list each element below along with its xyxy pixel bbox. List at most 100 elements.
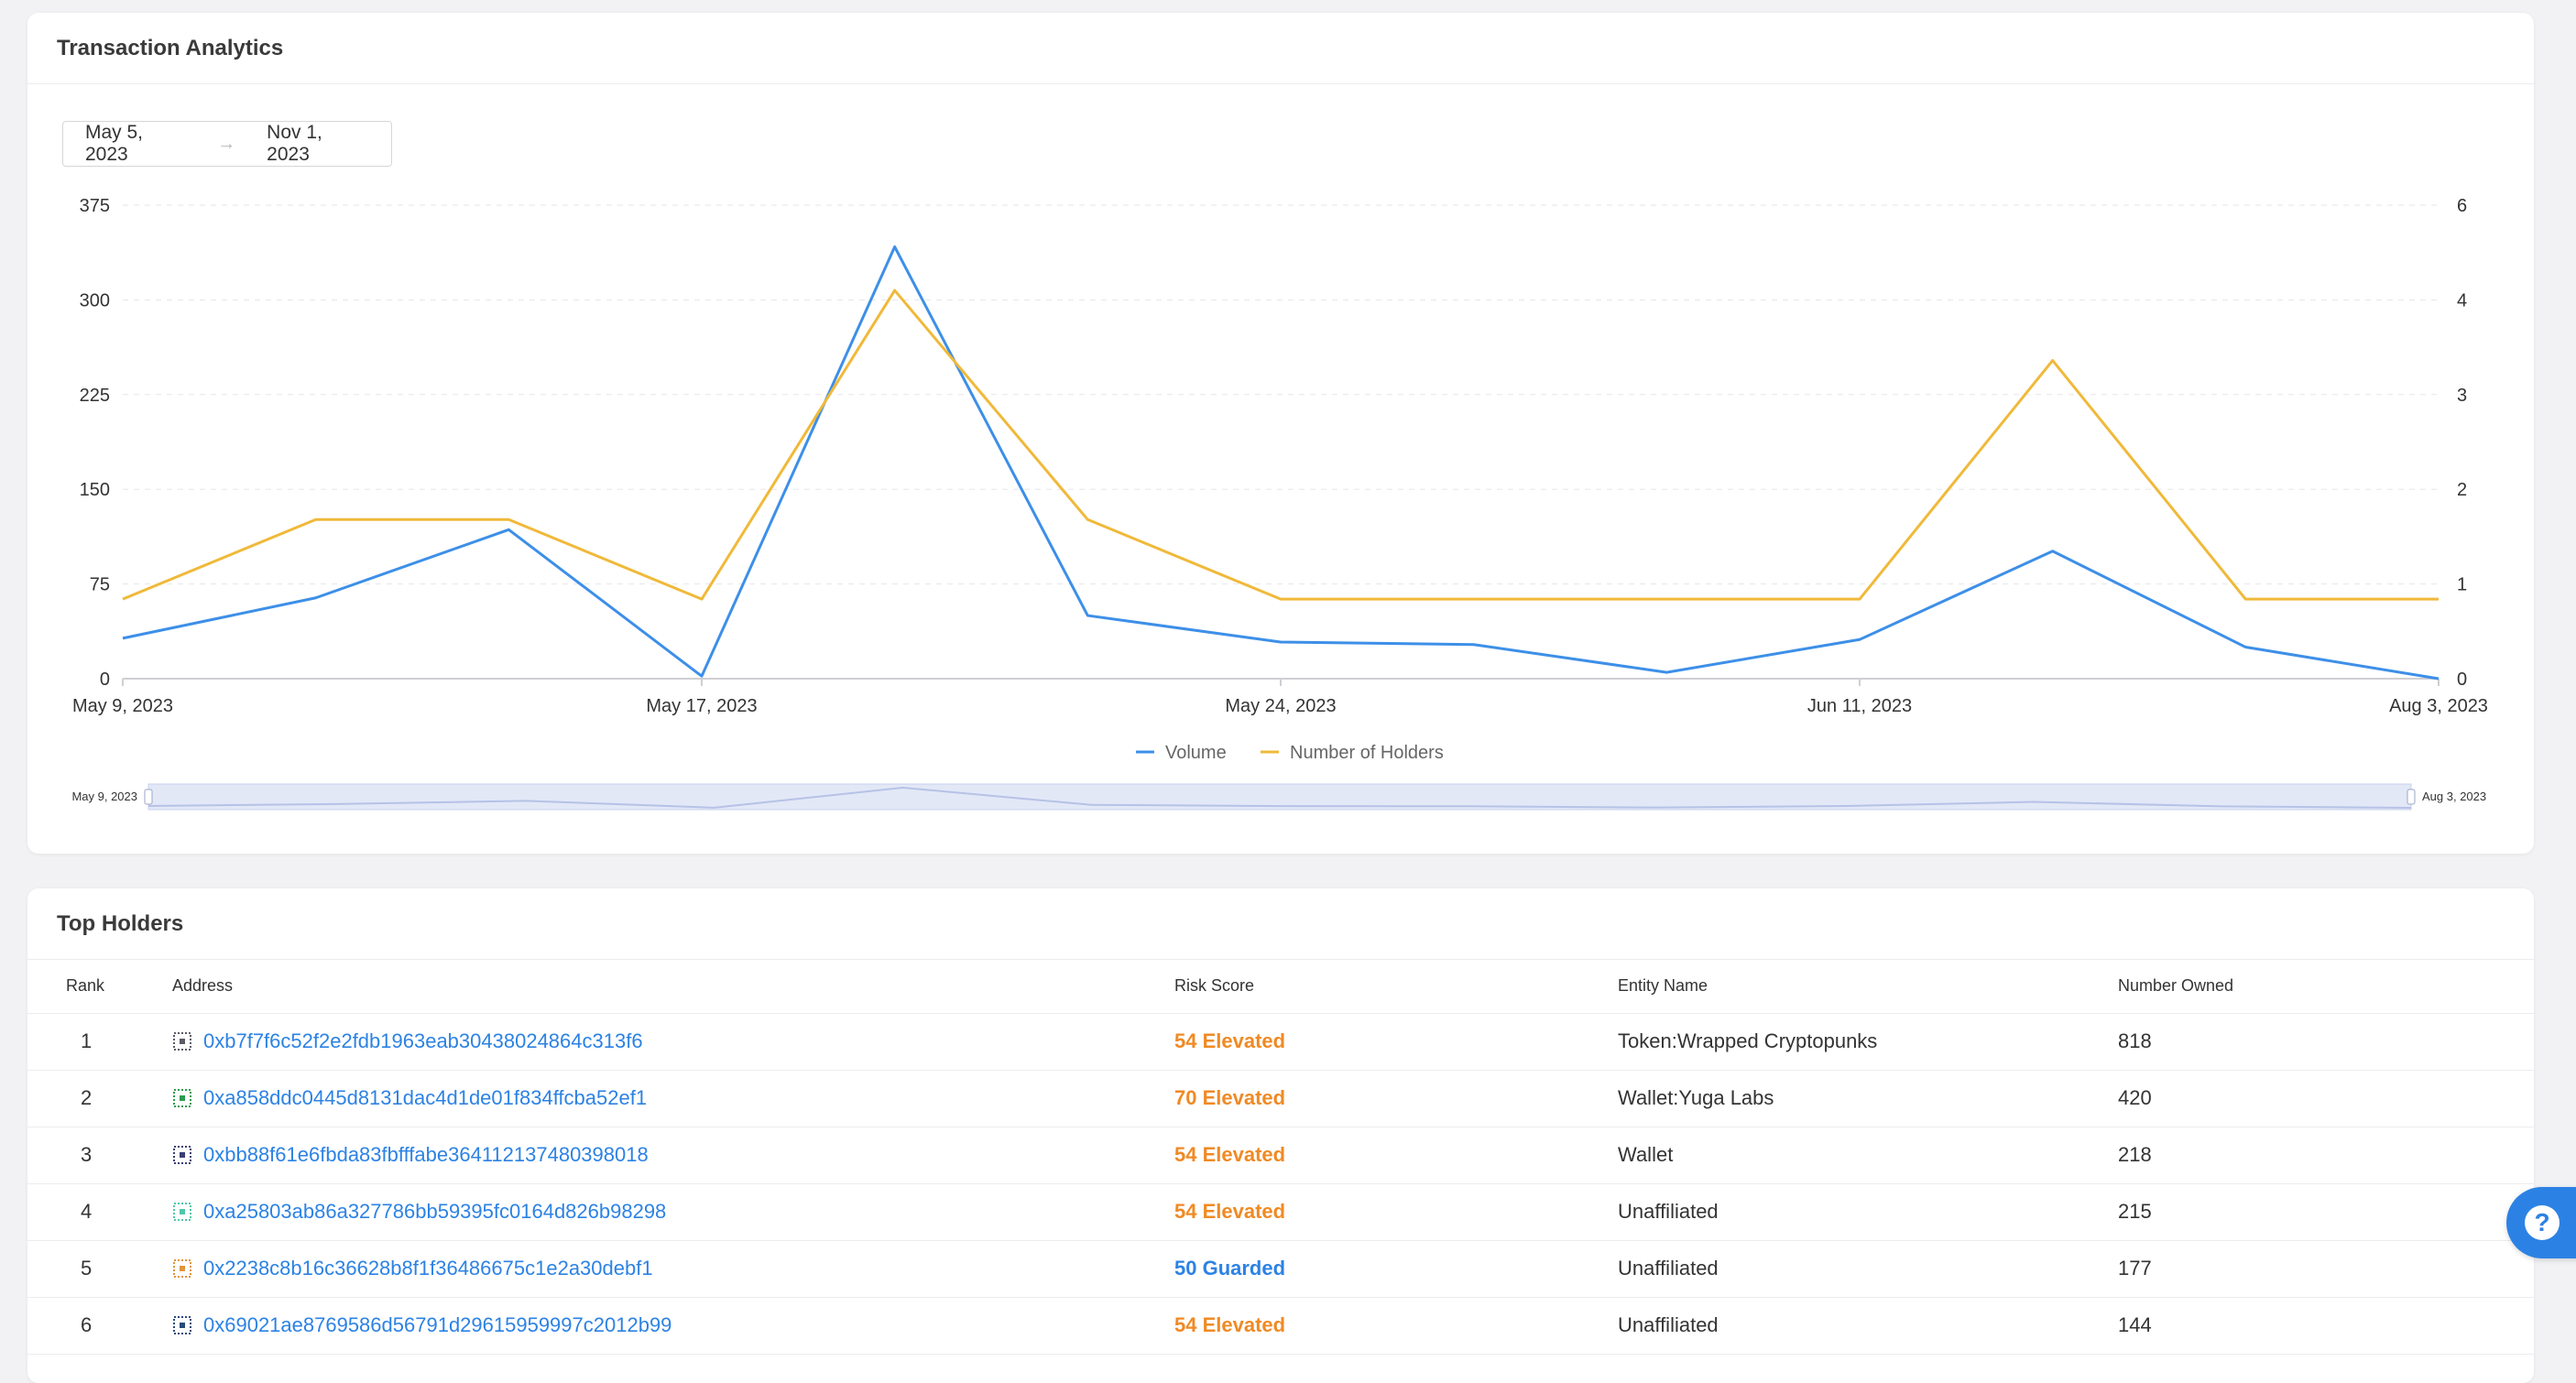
row-number-owned: 818 [2118, 1013, 2534, 1071]
row-rank: 3 [27, 1127, 172, 1184]
row-address-cell: 0x69021ae8769586d56791d29615959997c2012b… [172, 1297, 1174, 1355]
column-address: Address [172, 960, 1174, 1014]
risk-score-badge: 50 Guarded [1174, 1257, 1286, 1280]
row-entity-name: Unaffiliated [1618, 1240, 2118, 1298]
holders-title: Top Holders [57, 910, 184, 936]
zoom-slider-start-label: May 9, 2023 [71, 790, 137, 803]
y-left-tick-label: 75 [90, 575, 110, 595]
y-left-tick-label: 0 [100, 670, 110, 690]
date-range-end[interactable]: Nov 1, 2023 [267, 122, 322, 165]
y-left-tick-label: 300 [80, 290, 110, 310]
row-rank: 6 [27, 1297, 172, 1355]
row-risk-score: 50 Guarded [1174, 1240, 1618, 1298]
column-risk-score-label: Risk Score [1174, 976, 1255, 996]
risk-score-badge: 70 Elevated [1174, 1086, 1286, 1109]
holders-table: Rank Address Risk Score Entity Name Numb… [27, 960, 2534, 1355]
table-row[interactable]: 6 0x69021ae8769586d56791d29615959997c2012… [27, 1297, 2534, 1355]
row-number-owned: 218 [2118, 1127, 2534, 1184]
table-row[interactable]: 2 0xa858ddc0445d8131dac4d1de01f834ffcba52… [27, 1070, 2534, 1127]
analytics-title: Transaction Analytics [57, 35, 284, 60]
row-address-cell: 0xa858ddc0445d8131dac4d1de01f834ffcba52e… [172, 1070, 1174, 1127]
row-address-link[interactable]: 0x69021ae8769586d56791d29615959997c2012b… [203, 1313, 672, 1336]
row-rank: 4 [27, 1183, 172, 1241]
help-button[interactable]: ? [2506, 1187, 2576, 1258]
row-risk-score: 54 Elevated [1174, 1127, 1618, 1184]
x-tick-label: May 17, 2023 [646, 696, 757, 716]
y-right-tick-label: 4 [2457, 290, 2467, 310]
identicon-frame-icon [173, 1259, 191, 1278]
risk-score-badge: 54 Elevated [1174, 1200, 1286, 1223]
row-address-link[interactable]: 0x2238c8b16c36628b8f1f36486675c1e2a30deb… [203, 1257, 653, 1280]
zoom-slider-start-handle[interactable] [144, 789, 153, 805]
row-entity-name: Unaffiliated [1618, 1297, 2118, 1355]
table-row[interactable]: 5 0x2238c8b16c36628b8f1f36486675c1e2a30de… [27, 1240, 2534, 1298]
date-range-picker[interactable]: May 5, 2023 → Nov 1, 2023 [62, 121, 392, 167]
row-entity-name: Token:Wrapped Cryptopunks [1618, 1013, 2118, 1071]
help-question-icon: ? [2525, 1205, 2560, 1240]
row-entity-name: Unaffiliated [1618, 1183, 2118, 1241]
table-row[interactable]: 4 0xa25803ab86a327786bb59395fc0164d826b98… [27, 1183, 2534, 1241]
y-left-tick-label: 150 [80, 480, 110, 500]
row-number-owned: 144 [2118, 1297, 2534, 1355]
column-number-owned[interactable]: Number Owned [2118, 960, 2534, 1014]
zoom-slider-preview [147, 786, 2412, 809]
y-left-tick-label: 225 [80, 386, 110, 406]
row-risk-score: 70 Elevated [1174, 1070, 1618, 1127]
row-address-cell: 0xa25803ab86a327786bb59395fc0164d826b982… [172, 1183, 1174, 1241]
row-address-cell: 0xb7f7f6c52f2e2fdb1963eab30438024864c313… [172, 1013, 1174, 1071]
column-number-owned-label: Number Owned [2118, 976, 2234, 996]
y-right-tick-label: 1 [2457, 575, 2467, 595]
row-rank: 2 [27, 1070, 172, 1127]
row-number-owned: 215 [2118, 1183, 2534, 1241]
date-range-start[interactable]: May 5, 2023 [85, 122, 144, 165]
row-number-owned: 177 [2118, 1240, 2534, 1298]
row-address-link[interactable]: 0xbb88f61e6fbda83fbfffabe364112137480398… [203, 1143, 649, 1166]
y-right-tick-label: 3 [2457, 386, 2467, 406]
transaction-analytics-card: Transaction Analytics May 5, 2023 → Nov … [27, 13, 2534, 854]
row-risk-score: 54 Elevated [1174, 1013, 1618, 1071]
x-tick-label: May 24, 2023 [1225, 696, 1336, 716]
zoom-slider-end-label: Aug 3, 2023 [2422, 790, 2486, 803]
x-tick-label: May 9, 2023 [72, 696, 173, 716]
row-risk-score: 54 Elevated [1174, 1183, 1618, 1241]
row-address-link[interactable]: 0xa858ddc0445d8131dac4d1de01f834ffcba52e… [203, 1086, 648, 1109]
y-right-tick-label: 6 [2457, 196, 2467, 216]
identicon-target-icon [173, 1316, 191, 1334]
legend-item-label: Volume [1165, 743, 1227, 763]
risk-score-badge: 54 Elevated [1174, 1143, 1286, 1166]
identicon-dotted-square-icon [173, 1032, 191, 1051]
row-address-cell: 0xbb88f61e6fbda83fbfffabe364112137480398… [172, 1127, 1174, 1184]
identicon-cross-icon [173, 1146, 191, 1164]
row-risk-score: 54 Elevated [1174, 1297, 1618, 1355]
table-row[interactable]: 3 0xbb88f61e6fbda83fbfffabe36411213748039… [27, 1127, 2534, 1184]
date-range-arrow-icon: → [217, 133, 236, 154]
row-number-owned: 420 [2118, 1070, 2534, 1127]
series-line-number-of-holders [122, 289, 2439, 601]
column-rank: Rank [27, 960, 172, 1014]
column-entity-name: Entity Name [1618, 960, 2118, 1014]
row-rank: 1 [27, 1013, 172, 1071]
row-address-link[interactable]: 0xa25803ab86a327786bb59395fc0164d826b982… [203, 1200, 667, 1223]
y-right-tick-label: 0 [2457, 670, 2467, 690]
top-holders-card: Top Holders Rank Address Risk Score Enti… [27, 888, 2534, 1383]
x-tick-label: Aug 3, 2023 [2389, 696, 2488, 716]
transaction-line-chart: 0 75 150 225 300 375 0 1 2 3 4 6 May 9, 2023 May 17, … [71, 196, 2488, 811]
x-tick-label: Jun 11, 2023 [1807, 696, 1912, 716]
row-address-link[interactable]: 0xb7f7f6c52f2e2fdb1963eab30438024864c313… [203, 1029, 643, 1052]
analytics-header: Transaction Analytics [27, 13, 2534, 84]
y-right-tick-label: 2 [2457, 480, 2467, 500]
holders-header: Top Holders [27, 888, 2534, 960]
holders-table-header: Rank Address Risk Score Entity Name Numb… [27, 960, 2534, 1014]
column-risk-score[interactable]: Risk Score [1174, 960, 1618, 1014]
y-left-tick-label: 375 [80, 196, 110, 216]
identicon-ring-icon [173, 1089, 191, 1107]
zoom-slider-end-handle[interactable] [2407, 789, 2416, 805]
risk-score-badge: 54 Elevated [1174, 1313, 1286, 1336]
row-entity-name: Wallet:Yuga Labs [1618, 1070, 2118, 1127]
series-line-volume [122, 245, 2440, 681]
risk-score-badge: 54 Elevated [1174, 1029, 1286, 1052]
table-row[interactable]: 1 0xb7f7f6c52f2e2fdb1963eab30438024864c31… [27, 1013, 2534, 1071]
row-rank: 5 [27, 1240, 172, 1298]
legend-item-label: Number of Holders [1290, 743, 1444, 763]
row-entity-name: Wallet [1618, 1127, 2118, 1184]
